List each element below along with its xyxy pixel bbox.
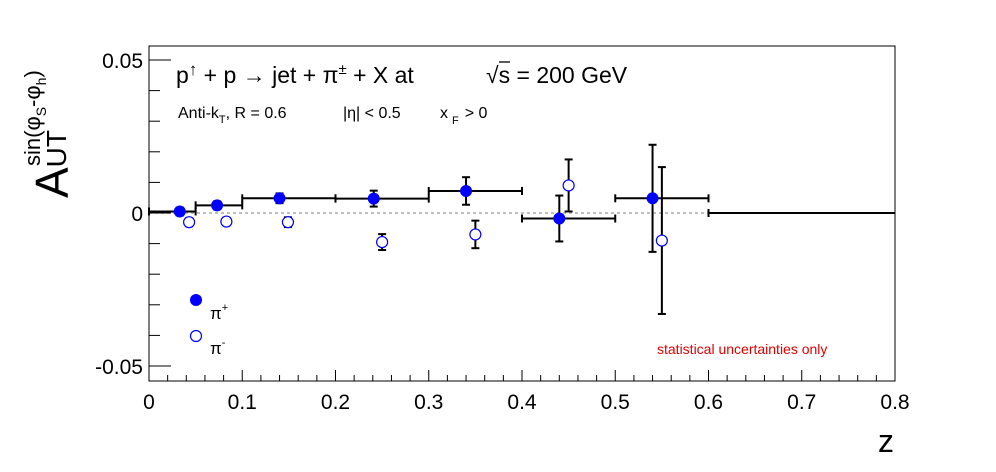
legend-label-pi-minus: π- [210, 337, 226, 358]
title-pm: ± [338, 61, 346, 78]
data-points [173, 179, 668, 249]
pi-plus-point [173, 205, 186, 218]
legend-pi-minus-base: π [210, 339, 222, 358]
stat-uncertainty-note: statistical uncertainties only [657, 341, 827, 357]
subtitle-F: F [452, 115, 459, 127]
x-tick-label: 0.5 [601, 391, 630, 414]
title-reaction: + p → jet + π [197, 62, 338, 88]
pi-minus-point [220, 215, 233, 228]
legend-marker-pi-plus [190, 294, 202, 306]
pi-minus-point [469, 228, 482, 241]
y-tick-label: -0.05 [95, 356, 143, 379]
legend-pi-minus-sup: - [222, 337, 226, 349]
y-tick-label: 0 [131, 203, 143, 226]
x-tick-label: 0.8 [880, 391, 909, 414]
pi-minus-point [562, 179, 575, 192]
x-axis-ticks: 0 0.1 0.2 0.3 0.4 0.5 0.6 0.7 0.8 [143, 370, 910, 414]
ylabel-h: h [33, 78, 49, 86]
legend-marker-pi-minus [189, 329, 203, 343]
pi-plus-point [211, 199, 224, 212]
title-sqrt: √ [486, 62, 499, 88]
pi-plus-point [460, 184, 473, 197]
subtitle-gt: > 0 [465, 105, 488, 122]
svg-text:sin(φS-φh): sin(φS-φh) [20, 70, 49, 166]
pi-minus-point [655, 234, 668, 247]
x-tick-label: 0.7 [787, 391, 816, 414]
ylabel-UT: UT [41, 130, 72, 167]
x-tick-label: 0 [143, 391, 155, 414]
legend-pi-plus-sup: + [222, 302, 228, 314]
legend: π+ π- [189, 294, 228, 358]
pi-plus-point [646, 192, 659, 205]
y-axis-label: AUT sin(φS-φh) [20, 70, 78, 198]
ylabel-A: A [26, 167, 78, 198]
ylabel-close: ) [20, 70, 45, 77]
error-bars [148, 143, 895, 315]
pi-plus-point [273, 192, 286, 205]
legend-pi-plus-base: π [210, 304, 222, 323]
x-tick-label: 0.3 [414, 391, 443, 414]
pi-minus-point [281, 216, 295, 229]
chart-title: p↑ + p → jet + π± + X at √s = 200 GeV [176, 60, 628, 88]
ylabel-minus-phi: -φ [20, 85, 45, 107]
subtitle-antik: Anti-k [178, 105, 220, 122]
y-axis-ticks: 0.05 0 -0.05 [95, 50, 171, 379]
subtitle-eta: |η| < 0.5 [343, 105, 401, 122]
title-arrow-up: ↑ [189, 60, 198, 79]
ylabel-S: S [33, 107, 49, 116]
pi-minus-point [182, 216, 196, 229]
pi-minus-point [376, 235, 389, 249]
pi-plus-point [367, 192, 380, 205]
chart-subtitle: Anti-kT, R = 0.6 |η| < 0.5 x F > 0 [178, 105, 488, 127]
subtitle-R: , R = 0.6 [226, 105, 287, 122]
title-p: p [176, 62, 189, 88]
subtitle-T: T [219, 114, 226, 126]
x-tick-label: 0.1 [228, 391, 257, 414]
pi-plus-point [553, 212, 566, 225]
title-plus-x: + X at [347, 62, 415, 88]
y-tick-label: 0.05 [102, 50, 143, 73]
title-energy: s = 200 GeV [499, 62, 628, 88]
ylabel-sin: sin(φ [20, 116, 45, 166]
x-tick-label: 0.4 [507, 391, 537, 414]
svg-text:AUT: AUT [26, 130, 78, 198]
x-tick-label: 0.2 [321, 391, 350, 414]
x-axis-label: z [878, 423, 894, 459]
x-tick-label: 0.6 [694, 391, 723, 414]
subtitle-x: x [440, 105, 448, 122]
legend-label-pi-plus: π+ [210, 302, 228, 323]
